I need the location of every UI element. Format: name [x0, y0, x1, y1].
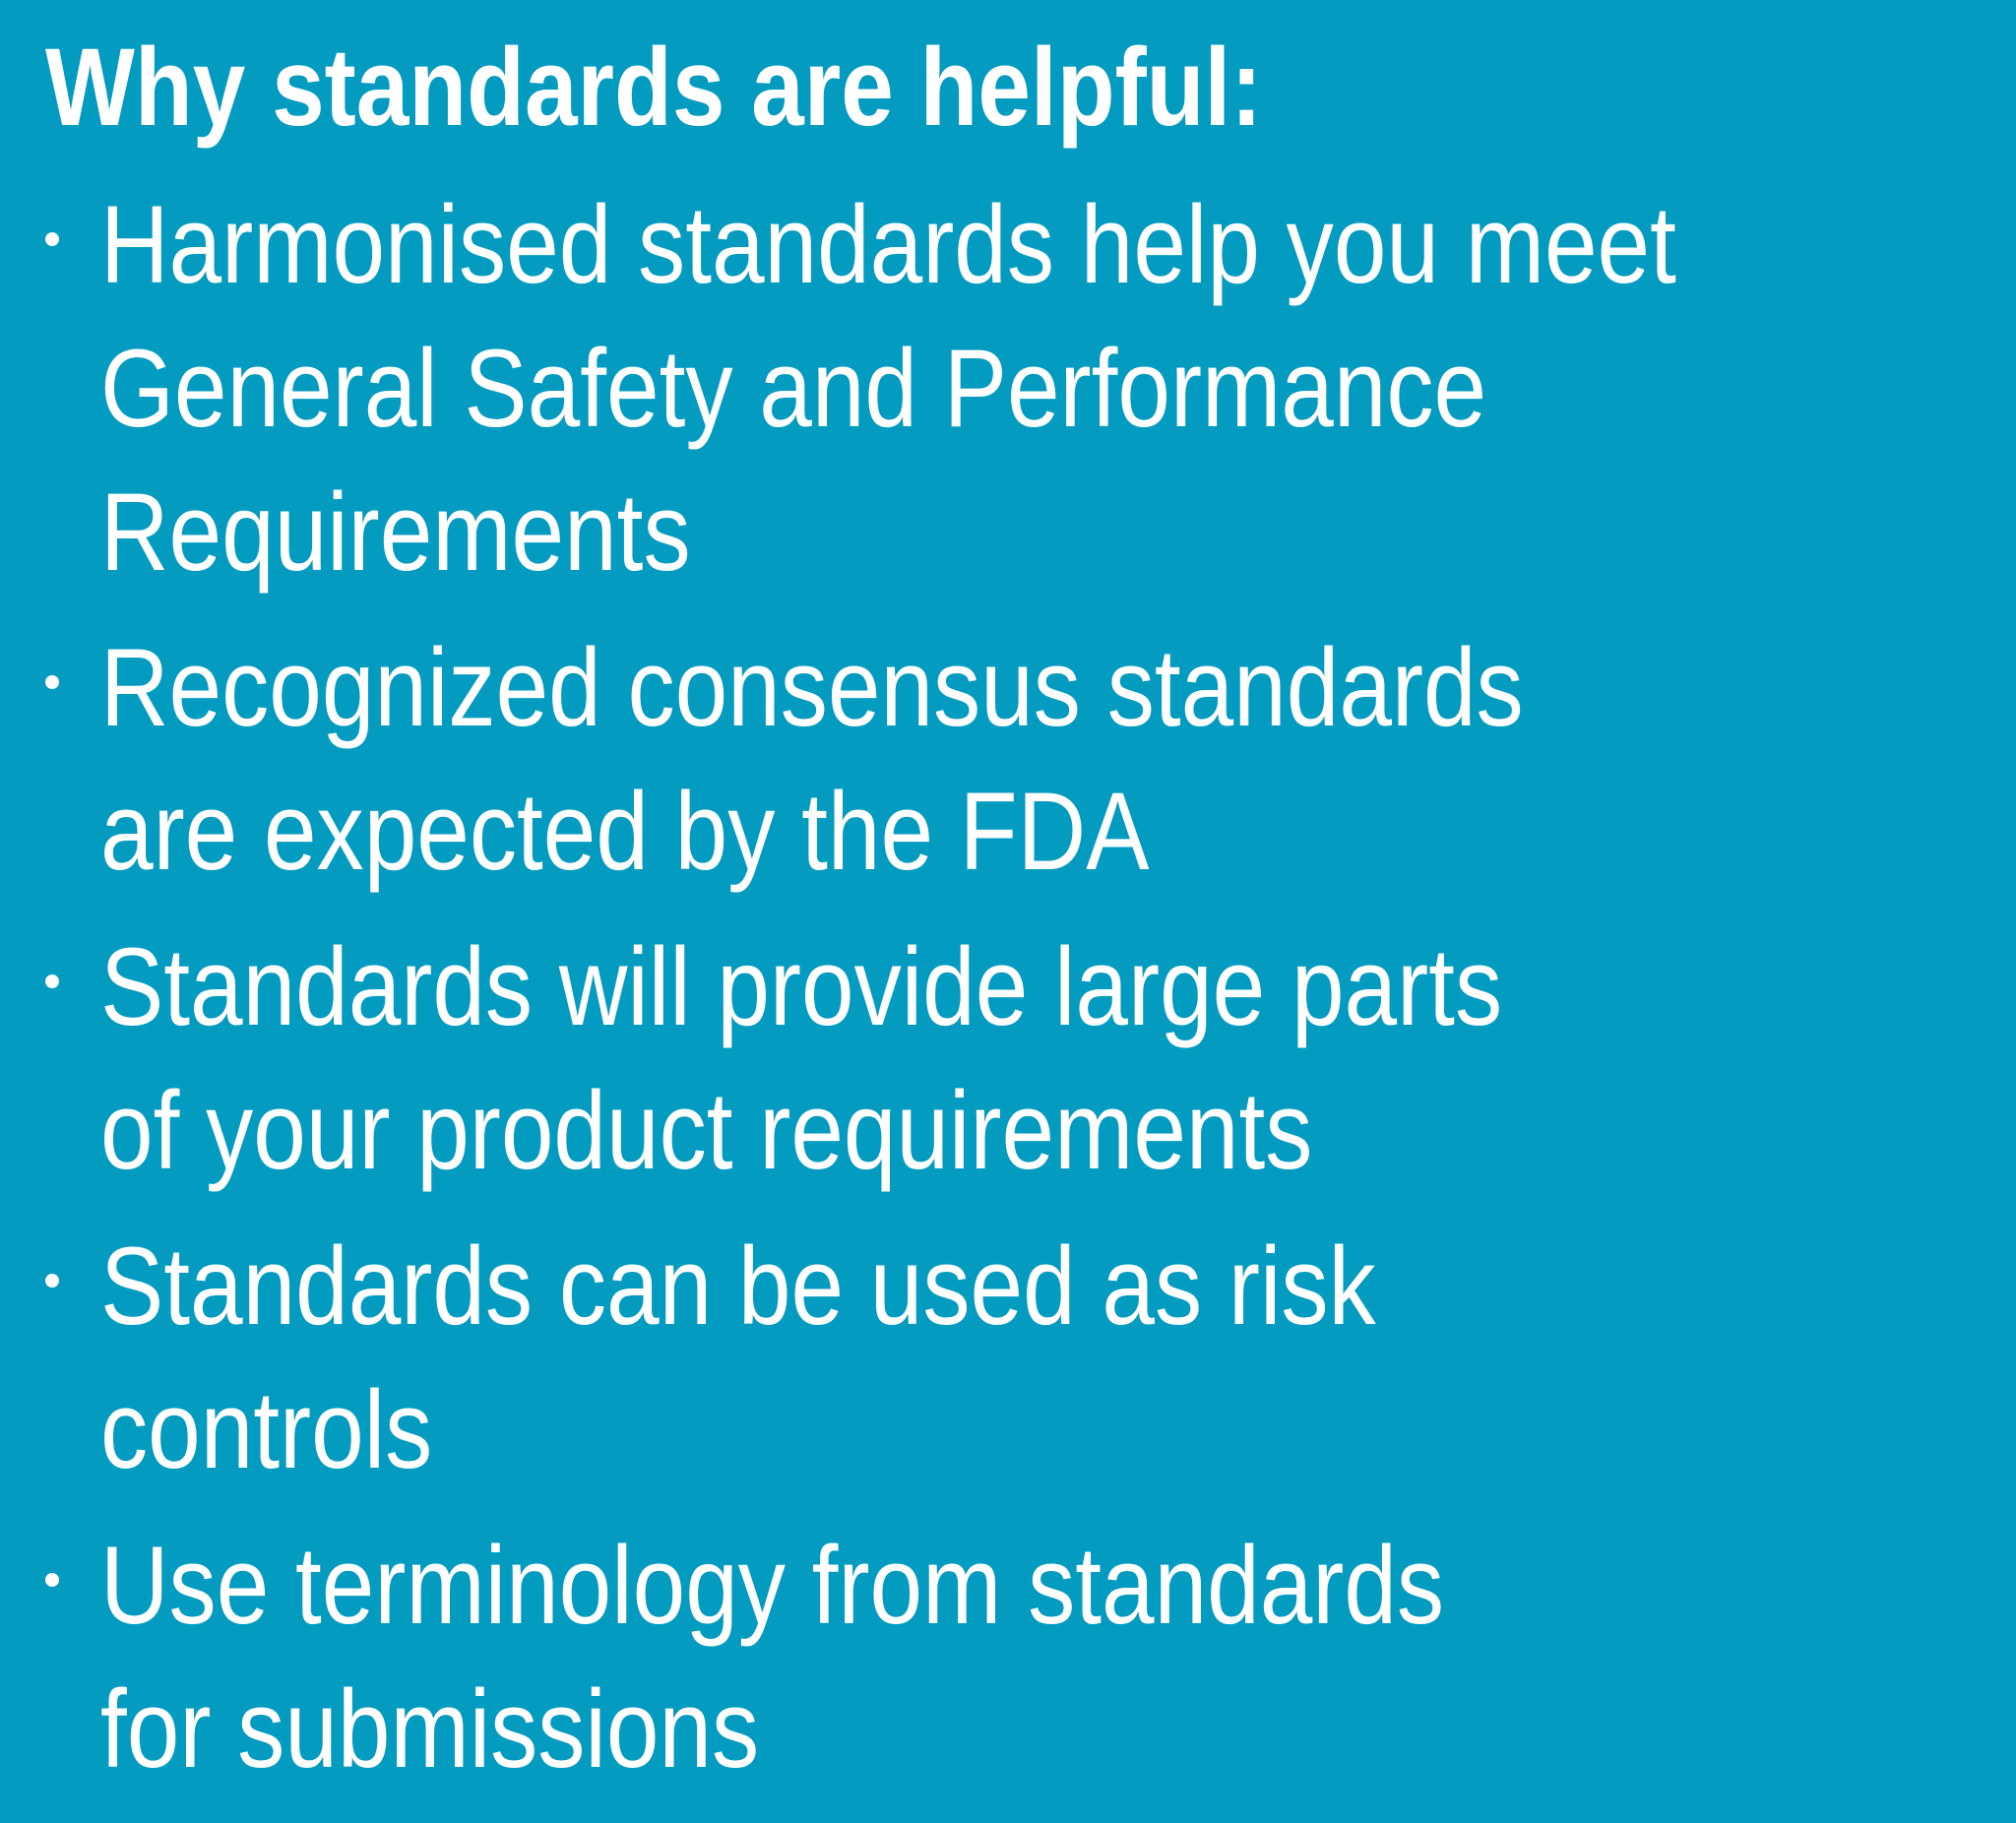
bullet-terminology: Use terminology from standards for submi…	[45, 1514, 2016, 1801]
bullet-text-line: of your product requirements	[100, 1069, 1313, 1192]
bullet-text-line: Recognized consensus standards	[100, 626, 1524, 749]
bullet-dot-icon	[45, 675, 59, 689]
bullet-text-line: Standards will provide large parts	[100, 925, 1503, 1048]
bullet-product-requirements: Standards will provide large parts of yo…	[45, 915, 2016, 1203]
slide-heading: Why standards are helpful:	[45, 26, 1263, 149]
bullet-dot-icon	[45, 974, 59, 988]
bullet-dot-icon	[45, 232, 59, 246]
bullet-harmonised-standards: Harmonised standards help you meet Gener…	[45, 173, 2016, 604]
bullet-text-line: Requirements	[100, 471, 691, 594]
bullet-text-line: are expected by the FDA	[100, 770, 1150, 893]
bullet-risk-controls: Standards can be used as risk controls	[45, 1215, 2016, 1502]
bullet-text-line: controls	[100, 1368, 433, 1491]
bullet-recognized-consensus: Recognized consensus standards are expec…	[45, 616, 2016, 904]
bullet-dot-icon	[45, 1274, 59, 1288]
bullet-dot-icon	[45, 1573, 59, 1587]
bullet-text-line: Use terminology from standards	[100, 1524, 1445, 1647]
bullet-text-line: for submissions	[100, 1667, 760, 1791]
bullet-text-line: General Safety and Performance	[100, 327, 1487, 450]
bullet-text-line: Standards can be used as risk	[100, 1225, 1376, 1348]
bullet-list: Harmonised standards help you meet Gener…	[45, 173, 2016, 1801]
bullet-text-line: Harmonised standards help you meet	[100, 183, 1676, 306]
